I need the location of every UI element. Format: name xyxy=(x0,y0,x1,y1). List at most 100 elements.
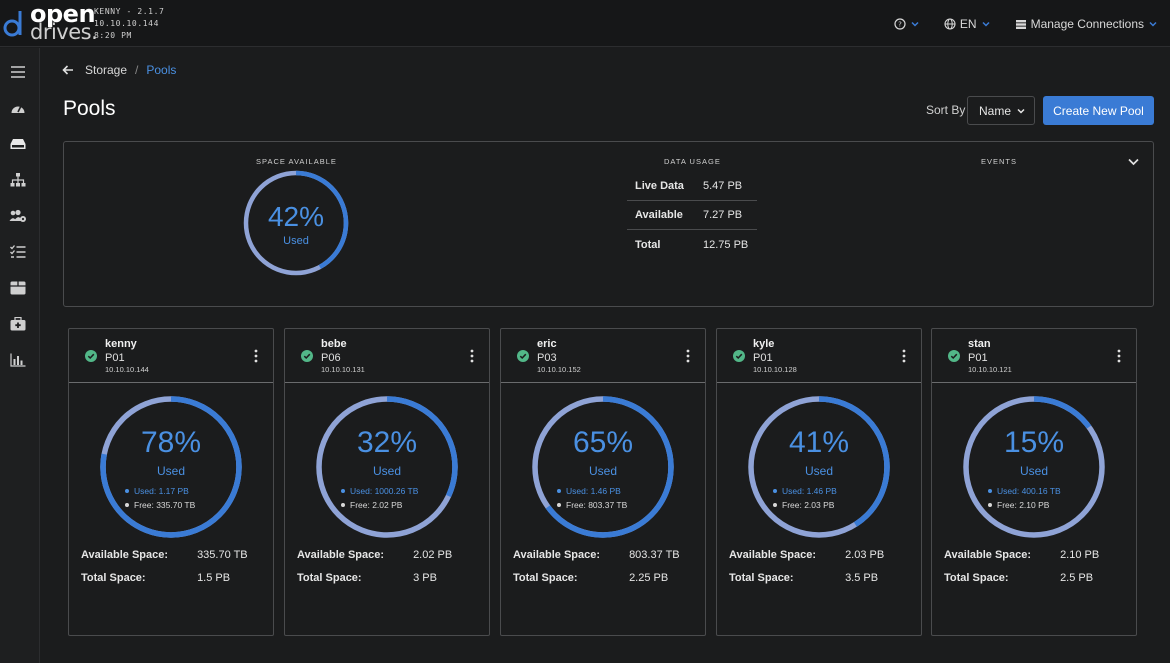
pool-ring-used-arc xyxy=(100,396,242,538)
host-version: KENNY - 2.1.7 xyxy=(94,7,165,16)
pool-card-header: eric P03 10.10.10.152 xyxy=(501,329,705,383)
space-ring xyxy=(243,170,349,276)
task-list-icon[interactable] xyxy=(8,242,28,262)
pool-card[interactable]: stan P01 10.10.10.121 15% Used Used: 400… xyxy=(931,328,1137,636)
pool-free-value: Free: 335.70 TB xyxy=(134,500,196,510)
pool-ring-used-arc xyxy=(316,396,458,538)
pool-card-header: kenny P01 10.10.10.144 xyxy=(69,329,273,383)
manage-connections-menu[interactable]: Manage Connections xyxy=(1015,17,1158,31)
kebab-menu-icon[interactable] xyxy=(1116,349,1122,363)
pool-ring-used-arc xyxy=(748,396,890,538)
sidebar xyxy=(0,48,40,663)
pool-card[interactable]: kenny P01 10.10.10.144 78% Used Used: 1.… xyxy=(68,328,274,636)
pool-name: eric xyxy=(537,338,557,350)
expand-chevron-icon[interactable] xyxy=(1127,155,1140,168)
pool-available-space: Available Space: 803.37 TB xyxy=(513,549,680,561)
dashboard-gauge-icon[interactable] xyxy=(8,98,28,118)
help-circle-icon: ? xyxy=(894,18,906,30)
available-space-value: 2.03 PB xyxy=(845,549,885,561)
logo-mark-icon xyxy=(3,11,22,37)
available-space-label: Available Space: xyxy=(729,549,817,561)
pool-id: P01 xyxy=(105,352,125,364)
space-percent: 42% xyxy=(267,201,325,232)
pool-card[interactable]: kyle P01 10.10.10.128 41% Used Used: 1.4… xyxy=(716,328,922,636)
pool-free-legend: Free: 2.03 PB xyxy=(773,500,834,510)
total-space-value: 3.5 PB xyxy=(845,572,879,584)
total-space-value: 2.5 PB xyxy=(1060,572,1094,584)
sort-by-label: Sort By xyxy=(926,103,966,117)
kebab-menu-icon[interactable] xyxy=(901,349,907,363)
data-usage-key: Total xyxy=(635,238,661,251)
pool-used-label: Used xyxy=(1019,464,1048,478)
breadcrumb-storage[interactable]: Storage xyxy=(85,63,128,77)
status-ok-icon xyxy=(733,350,745,362)
available-space-label: Available Space: xyxy=(297,549,385,561)
available-space-value: 803.37 TB xyxy=(629,549,680,561)
total-space-value: 2.25 PB xyxy=(629,572,669,584)
breadcrumb-pools: Pools xyxy=(146,63,177,77)
sort-by-select[interactable]: Name xyxy=(967,96,1035,125)
kebab-menu-icon[interactable] xyxy=(253,349,259,363)
pool-card-header: kyle P01 10.10.10.128 xyxy=(717,329,921,383)
pool-used-legend: Used: 1.17 PB xyxy=(125,486,189,496)
pool-used-label: Used xyxy=(372,464,401,478)
network-icon[interactable] xyxy=(8,170,28,190)
pool-free-legend: Free: 2.10 PB xyxy=(988,500,1049,510)
globe-icon xyxy=(944,18,956,30)
pool-total-space: Total Space: 3.5 PB xyxy=(729,572,878,584)
available-space-label: Available Space: xyxy=(81,549,169,561)
pool-name: kyle xyxy=(753,338,775,350)
pool-card-header: bebe P06 10.10.10.131 xyxy=(285,329,489,383)
total-space-value: 1.5 PB xyxy=(197,572,231,584)
space-ring-used-arc xyxy=(243,170,349,276)
language-menu[interactable]: EN xyxy=(944,17,991,31)
breadcrumb: Storage / Pools xyxy=(62,63,176,77)
total-space-label: Total Space: xyxy=(81,572,146,584)
host-info: KENNY - 2.1.7 10.10.10.144 8:20 PM xyxy=(94,6,164,42)
pool-used-value: Used: 400.16 TB xyxy=(997,486,1061,496)
create-new-pool-button[interactable]: Create New Pool xyxy=(1043,96,1154,125)
storage-drive-icon[interactable] xyxy=(8,134,28,154)
pool-name: bebe xyxy=(321,338,347,350)
events-header: EVENTS xyxy=(981,157,1018,166)
manage-connections-label: Manage Connections xyxy=(1030,17,1144,31)
total-space-value: 3 PB xyxy=(413,572,437,584)
available-space-label: Available Space: xyxy=(944,549,1032,561)
pool-name: stan xyxy=(968,338,991,350)
menu-icon[interactable] xyxy=(8,62,28,82)
pool-used-value: Used: 1.46 PB xyxy=(782,486,837,496)
host-ip: 10.10.10.144 xyxy=(94,19,159,28)
total-space-label: Total Space: xyxy=(729,572,794,584)
open-drives-logo[interactable]: open drives. xyxy=(2,0,98,44)
back-arrow-icon[interactable] xyxy=(62,65,74,75)
pool-available-space: Available Space: 335.70 TB xyxy=(81,549,248,561)
pool-card[interactable]: eric P03 10.10.10.152 65% Used Used: 1.4… xyxy=(500,328,706,636)
pool-total-space: Total Space: 2.5 PB xyxy=(944,572,1093,584)
pool-available-space: Available Space: 2.03 PB xyxy=(729,549,884,561)
help-menu[interactable]: ? xyxy=(894,18,920,30)
available-space-value: 2.02 PB xyxy=(413,549,453,561)
users-gear-icon[interactable] xyxy=(8,206,28,226)
status-ok-icon xyxy=(517,350,529,362)
pool-used-label: Used xyxy=(156,464,185,478)
pool-card[interactable]: bebe P06 10.10.10.131 32% Used Used: 100… xyxy=(284,328,490,636)
pool-used-legend: Used: 1000.26 TB xyxy=(341,486,418,496)
space-available-header: SPACE AVAILABLE xyxy=(256,157,337,166)
kebab-menu-icon[interactable] xyxy=(685,349,691,363)
pool-id: P01 xyxy=(968,352,988,364)
data-usage-row: Total 12.75 PB xyxy=(627,230,757,259)
pool-ip: 10.10.10.121 xyxy=(968,365,1012,374)
pool-used-label: Used xyxy=(588,464,617,478)
sort-by-value: Name xyxy=(979,103,1012,118)
pool-id: P01 xyxy=(753,352,773,364)
pool-used-value: Used: 1.46 PB xyxy=(566,486,621,496)
pool-available-space: Available Space: 2.10 PB xyxy=(944,549,1099,561)
package-icon[interactable] xyxy=(8,278,28,298)
pool-usage-ring xyxy=(532,396,674,538)
kebab-menu-icon[interactable] xyxy=(469,349,475,363)
pool-name: kenny xyxy=(105,338,137,350)
medical-kit-icon[interactable] xyxy=(8,314,28,334)
free-dot-icon xyxy=(341,503,345,507)
bar-chart-icon[interactable] xyxy=(8,350,28,370)
pool-used-legend: Used: 1.46 PB xyxy=(773,486,837,496)
